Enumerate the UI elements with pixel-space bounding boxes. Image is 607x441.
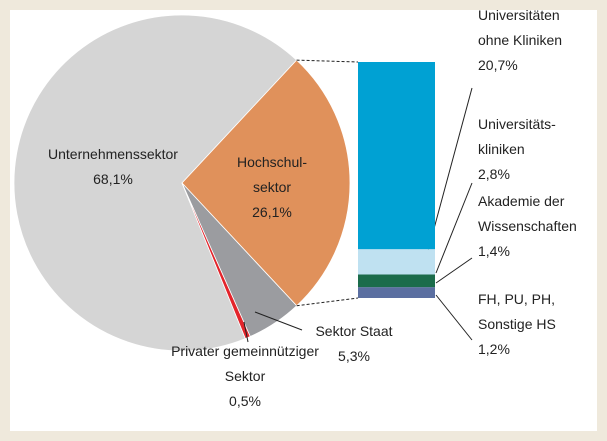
bar-label: FH, PU, PH, Sonstige HS 1,2% <box>478 291 556 357</box>
connector <box>296 297 359 307</box>
label-line: Universitäten <box>478 7 560 23</box>
value-label: 0,5% <box>229 393 261 409</box>
label-line: Akademie der <box>478 193 565 209</box>
leader-line <box>435 294 473 341</box>
pie-label: Unternehmenssektor 68,1% <box>48 146 178 187</box>
connector <box>296 59 359 63</box>
label-line: sektor <box>253 179 291 195</box>
value-label: 5,3% <box>338 348 370 364</box>
bar-label: Akademie der Wissenschaften 1,4% <box>478 193 577 259</box>
leader-line <box>435 182 473 274</box>
pie-label: Hochschul-sektor 26,1% <box>237 154 307 220</box>
label-line: Hochschul- <box>237 154 307 170</box>
pie-slice <box>181 59 351 307</box>
value-label: 2,8% <box>478 166 510 182</box>
label-line: Privater gemeinnütziger <box>171 343 319 359</box>
value-label: 1,4% <box>478 243 510 259</box>
pie-label: Privater gemeinnütziger Sektor 0,5% <box>171 343 319 409</box>
value-label: 26,1% <box>252 204 292 220</box>
label-line: Unternehmenssektor <box>48 146 178 162</box>
leader-line <box>435 257 473 284</box>
value-label: 1,2% <box>478 341 510 357</box>
label-line: kliniken <box>478 141 525 157</box>
bar-segment <box>358 287 435 298</box>
value-label: 20,7% <box>478 57 518 73</box>
label-line: Sektor Staat <box>315 323 392 339</box>
label-line: FH, PU, PH, <box>478 291 555 307</box>
leader-line <box>243 321 249 343</box>
label-line: Wissenschaften <box>478 218 577 234</box>
leader-line <box>254 311 303 331</box>
pie-label: Sektor Staat 5,3% <box>315 323 392 364</box>
bar-segment <box>358 62 435 250</box>
pie-slice <box>13 14 298 352</box>
bar-segment <box>358 249 435 275</box>
label-line: Universitäts- <box>478 116 556 132</box>
label-line: Sonstige HS <box>478 316 556 332</box>
label-line: ohne Kliniken <box>478 32 562 48</box>
pie-slice <box>181 182 251 340</box>
bar-segment <box>358 274 435 288</box>
label-line: Sektor <box>225 368 266 384</box>
bar-label: Universitäts-kliniken 2,8% <box>478 116 556 182</box>
bar-label: Universitäten ohne Kliniken 20,7% <box>478 7 562 73</box>
value-label: 68,1% <box>93 171 133 187</box>
